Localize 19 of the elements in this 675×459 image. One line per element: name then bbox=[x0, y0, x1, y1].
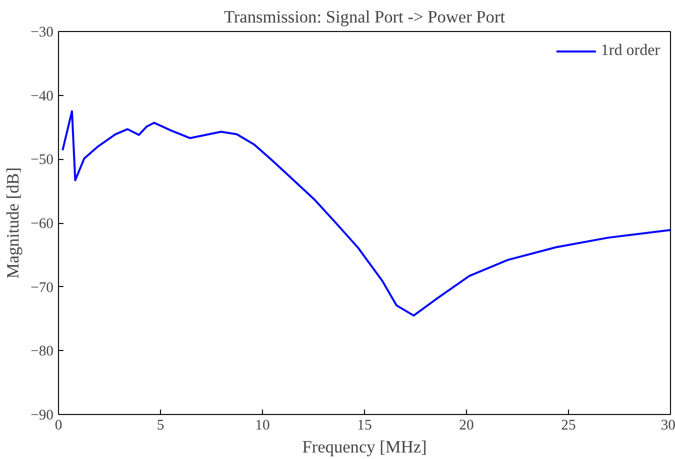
x-tick-label: 15 bbox=[357, 418, 372, 434]
x-tick-label: 0 bbox=[54, 418, 62, 434]
y-tick-label: −40 bbox=[30, 88, 54, 104]
x-tick-label: 25 bbox=[561, 418, 576, 434]
y-tick-label: −80 bbox=[30, 344, 54, 360]
chart-title: Transmission: Signal Port -> Power Port bbox=[224, 8, 506, 26]
y-tick-label: −30 bbox=[30, 24, 54, 40]
y-tick-label: −70 bbox=[30, 280, 54, 296]
x-tick-label: 10 bbox=[255, 418, 270, 434]
y-tick-label: −50 bbox=[30, 152, 54, 168]
x-tick-label: 5 bbox=[156, 418, 164, 434]
line-series bbox=[62, 110, 670, 317]
x-tick-label: 20 bbox=[459, 418, 474, 434]
y-tick-label: −60 bbox=[30, 216, 54, 232]
y-tick-label: −90 bbox=[30, 408, 54, 424]
legend-label: 1rd order bbox=[600, 42, 660, 60]
x-tick-label: 30 bbox=[660, 418, 675, 434]
y-axis-title: Magnitude [dB] bbox=[4, 167, 23, 279]
x-axis-title: Frequency [MHz] bbox=[302, 438, 427, 456]
